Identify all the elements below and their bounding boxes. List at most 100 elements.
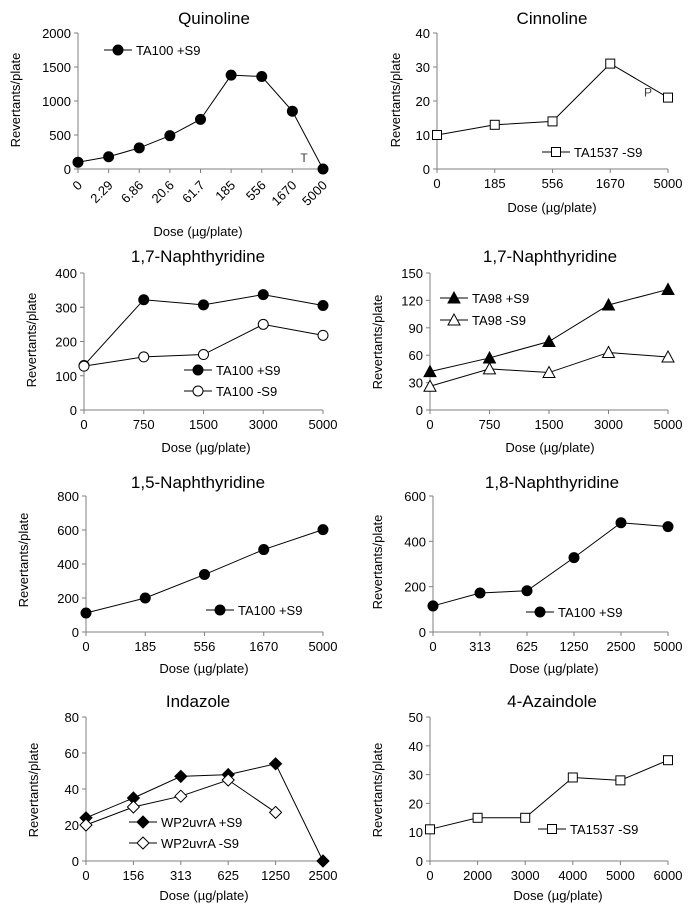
- data-point-wp2uvra-s9: [174, 769, 188, 784]
- data-point-ta100-s9: [317, 524, 329, 536]
- data-point-ta100-s9: [72, 156, 84, 168]
- y-tick-label: 2000: [42, 26, 71, 41]
- x-tick-label: 0: [80, 417, 87, 432]
- chart-title: Indazole: [166, 692, 230, 711]
- x-tick-label: 2500: [607, 639, 636, 654]
- annotation-label: P: [644, 86, 652, 100]
- x-tick-label: 3000: [594, 417, 623, 432]
- x-tick-label: 3000: [249, 417, 278, 432]
- data-point-ta100-s9: [256, 71, 268, 83]
- y-tick-label: 30: [409, 768, 423, 783]
- legend-label: WP2uvrA -S9: [161, 836, 239, 851]
- chart-1-7-naphthyridine-ta100: 1,7-Naphthyridine Revertants/plate Dose …: [24, 247, 337, 455]
- data-point-ta100-s9: [199, 569, 210, 581]
- data-point-ta98-s9: [601, 297, 616, 311]
- chart-1-8-naphthyridine: 1,8-Naphthyridine Revertants/plate Dose …: [370, 473, 682, 676]
- y-axis-label: Revertants/plate: [370, 295, 385, 390]
- data-point-ta100-s9: [317, 300, 329, 312]
- y-tick-label: 400: [404, 534, 426, 549]
- y-tick-label: 30: [416, 60, 430, 75]
- legend-marker: [136, 836, 150, 850]
- x-tick-label: 625: [217, 868, 239, 883]
- x-tick-label: 1670: [596, 176, 625, 191]
- x-axis-label: Dose (µg/plate): [513, 888, 602, 903]
- data-point-ta1537-s9: [605, 58, 616, 69]
- x-tick-label: 185: [212, 178, 238, 204]
- legend-label: TA100 +S9: [558, 605, 622, 620]
- x-axis-label: Dose (µg/plate): [161, 440, 250, 455]
- y-tick-label: 60: [65, 746, 79, 761]
- data-point-ta98-s9: [661, 349, 675, 363]
- data-point-ta100-s9: [138, 294, 150, 306]
- data-point-ta1537-s9: [615, 775, 626, 786]
- x-tick-label: 0: [69, 178, 85, 194]
- data-point-wp2uvra-s9: [126, 800, 141, 814]
- x-tick-label: 750: [133, 417, 155, 432]
- data-point-ta100-s9: [317, 163, 329, 175]
- data-point-ta1537-s9: [663, 92, 673, 103]
- legend-marker: [192, 364, 204, 376]
- data-point-ta100-s9: [103, 151, 115, 163]
- x-tick-label: 0: [429, 639, 436, 654]
- y-tick-label: 40: [416, 26, 430, 41]
- data-point-wp2uvra-s9: [268, 805, 283, 820]
- data-point-ta100-s9: [317, 329, 329, 341]
- chart-1-7-naphthyridine-ta98: 1,7-Naphthyridine Revertants/plate Dose …: [370, 247, 682, 455]
- data-point-ta100-s9: [258, 544, 270, 556]
- data-point-ta100-s9: [164, 130, 176, 142]
- data-point-ta98-s9: [661, 282, 675, 295]
- y-tick-label: 300: [55, 300, 77, 315]
- y-axis-label: Revertants/plate: [388, 53, 403, 148]
- data-point-ta100-s9: [257, 289, 269, 301]
- legend-label: TA1537 -S9: [570, 822, 638, 837]
- data-point-ta1537-s9: [489, 119, 500, 130]
- data-point-ta98-s9: [542, 365, 556, 379]
- x-tick-label: 313: [170, 868, 192, 883]
- y-tick-label: 20: [65, 818, 79, 833]
- chart-title: Cinnoline: [517, 9, 588, 28]
- legend-marker: [214, 604, 226, 616]
- chart-title: Quinoline: [178, 9, 250, 28]
- data-point-ta100-s9: [427, 600, 439, 612]
- y-tick-label: 20: [409, 796, 423, 811]
- x-tick-label: 5000: [654, 417, 683, 432]
- x-tick-label: 0: [426, 868, 433, 883]
- series-line-ta100-s9: [432, 522, 669, 607]
- y-tick-label: 0: [64, 162, 71, 177]
- legend-label: TA98 +S9: [472, 291, 529, 306]
- y-axis-label: Revertants/plate: [24, 293, 39, 388]
- data-point-ta100-s9: [662, 521, 674, 533]
- y-tick-label: 0: [72, 625, 79, 640]
- legend-label: TA100 +S9: [216, 363, 280, 378]
- x-tick-label: 156: [123, 868, 145, 883]
- x-tick-label: 625: [516, 639, 538, 654]
- x-axis-label: Dose (µg/plate): [505, 440, 594, 455]
- data-point-ta100-s9: [195, 113, 206, 125]
- chart-indazole: Indazole Revertants/plate Dose (µg/plate…: [26, 692, 337, 903]
- y-tick-label: 200: [55, 335, 77, 350]
- x-tick-label: 1670: [249, 639, 278, 654]
- y-tick-label: 10: [409, 825, 423, 840]
- data-point-ta100-s9: [474, 587, 486, 599]
- data-point-wp2uvra-s9: [316, 854, 330, 868]
- legend-marker: [192, 385, 204, 397]
- x-tick-label: 5000: [654, 176, 683, 191]
- data-point-ta100-s9: [139, 592, 151, 604]
- x-axis-label: Dose (µg/plate): [159, 661, 248, 676]
- y-tick-label: 0: [416, 854, 423, 869]
- x-tick-label: 1500: [189, 417, 218, 432]
- legend-label: TA100 +S9: [136, 43, 200, 58]
- y-tick-label: 80: [65, 710, 79, 725]
- x-tick-label: 5000: [309, 417, 338, 432]
- data-point-wp2uvra-s9: [174, 789, 188, 803]
- legend-marker: [447, 290, 461, 304]
- y-tick-label: 200: [57, 591, 79, 606]
- x-tick-label: 2500: [309, 868, 338, 883]
- legend-label: TA98 -S9: [472, 313, 526, 328]
- x-tick-label: 1250: [560, 639, 589, 654]
- data-point-ta98-s9: [423, 379, 437, 392]
- chart-title: 1,7-Naphthyridine: [131, 247, 265, 266]
- y-axis-label: Revertants/plate: [8, 53, 23, 148]
- x-tick-label: 185: [484, 176, 506, 191]
